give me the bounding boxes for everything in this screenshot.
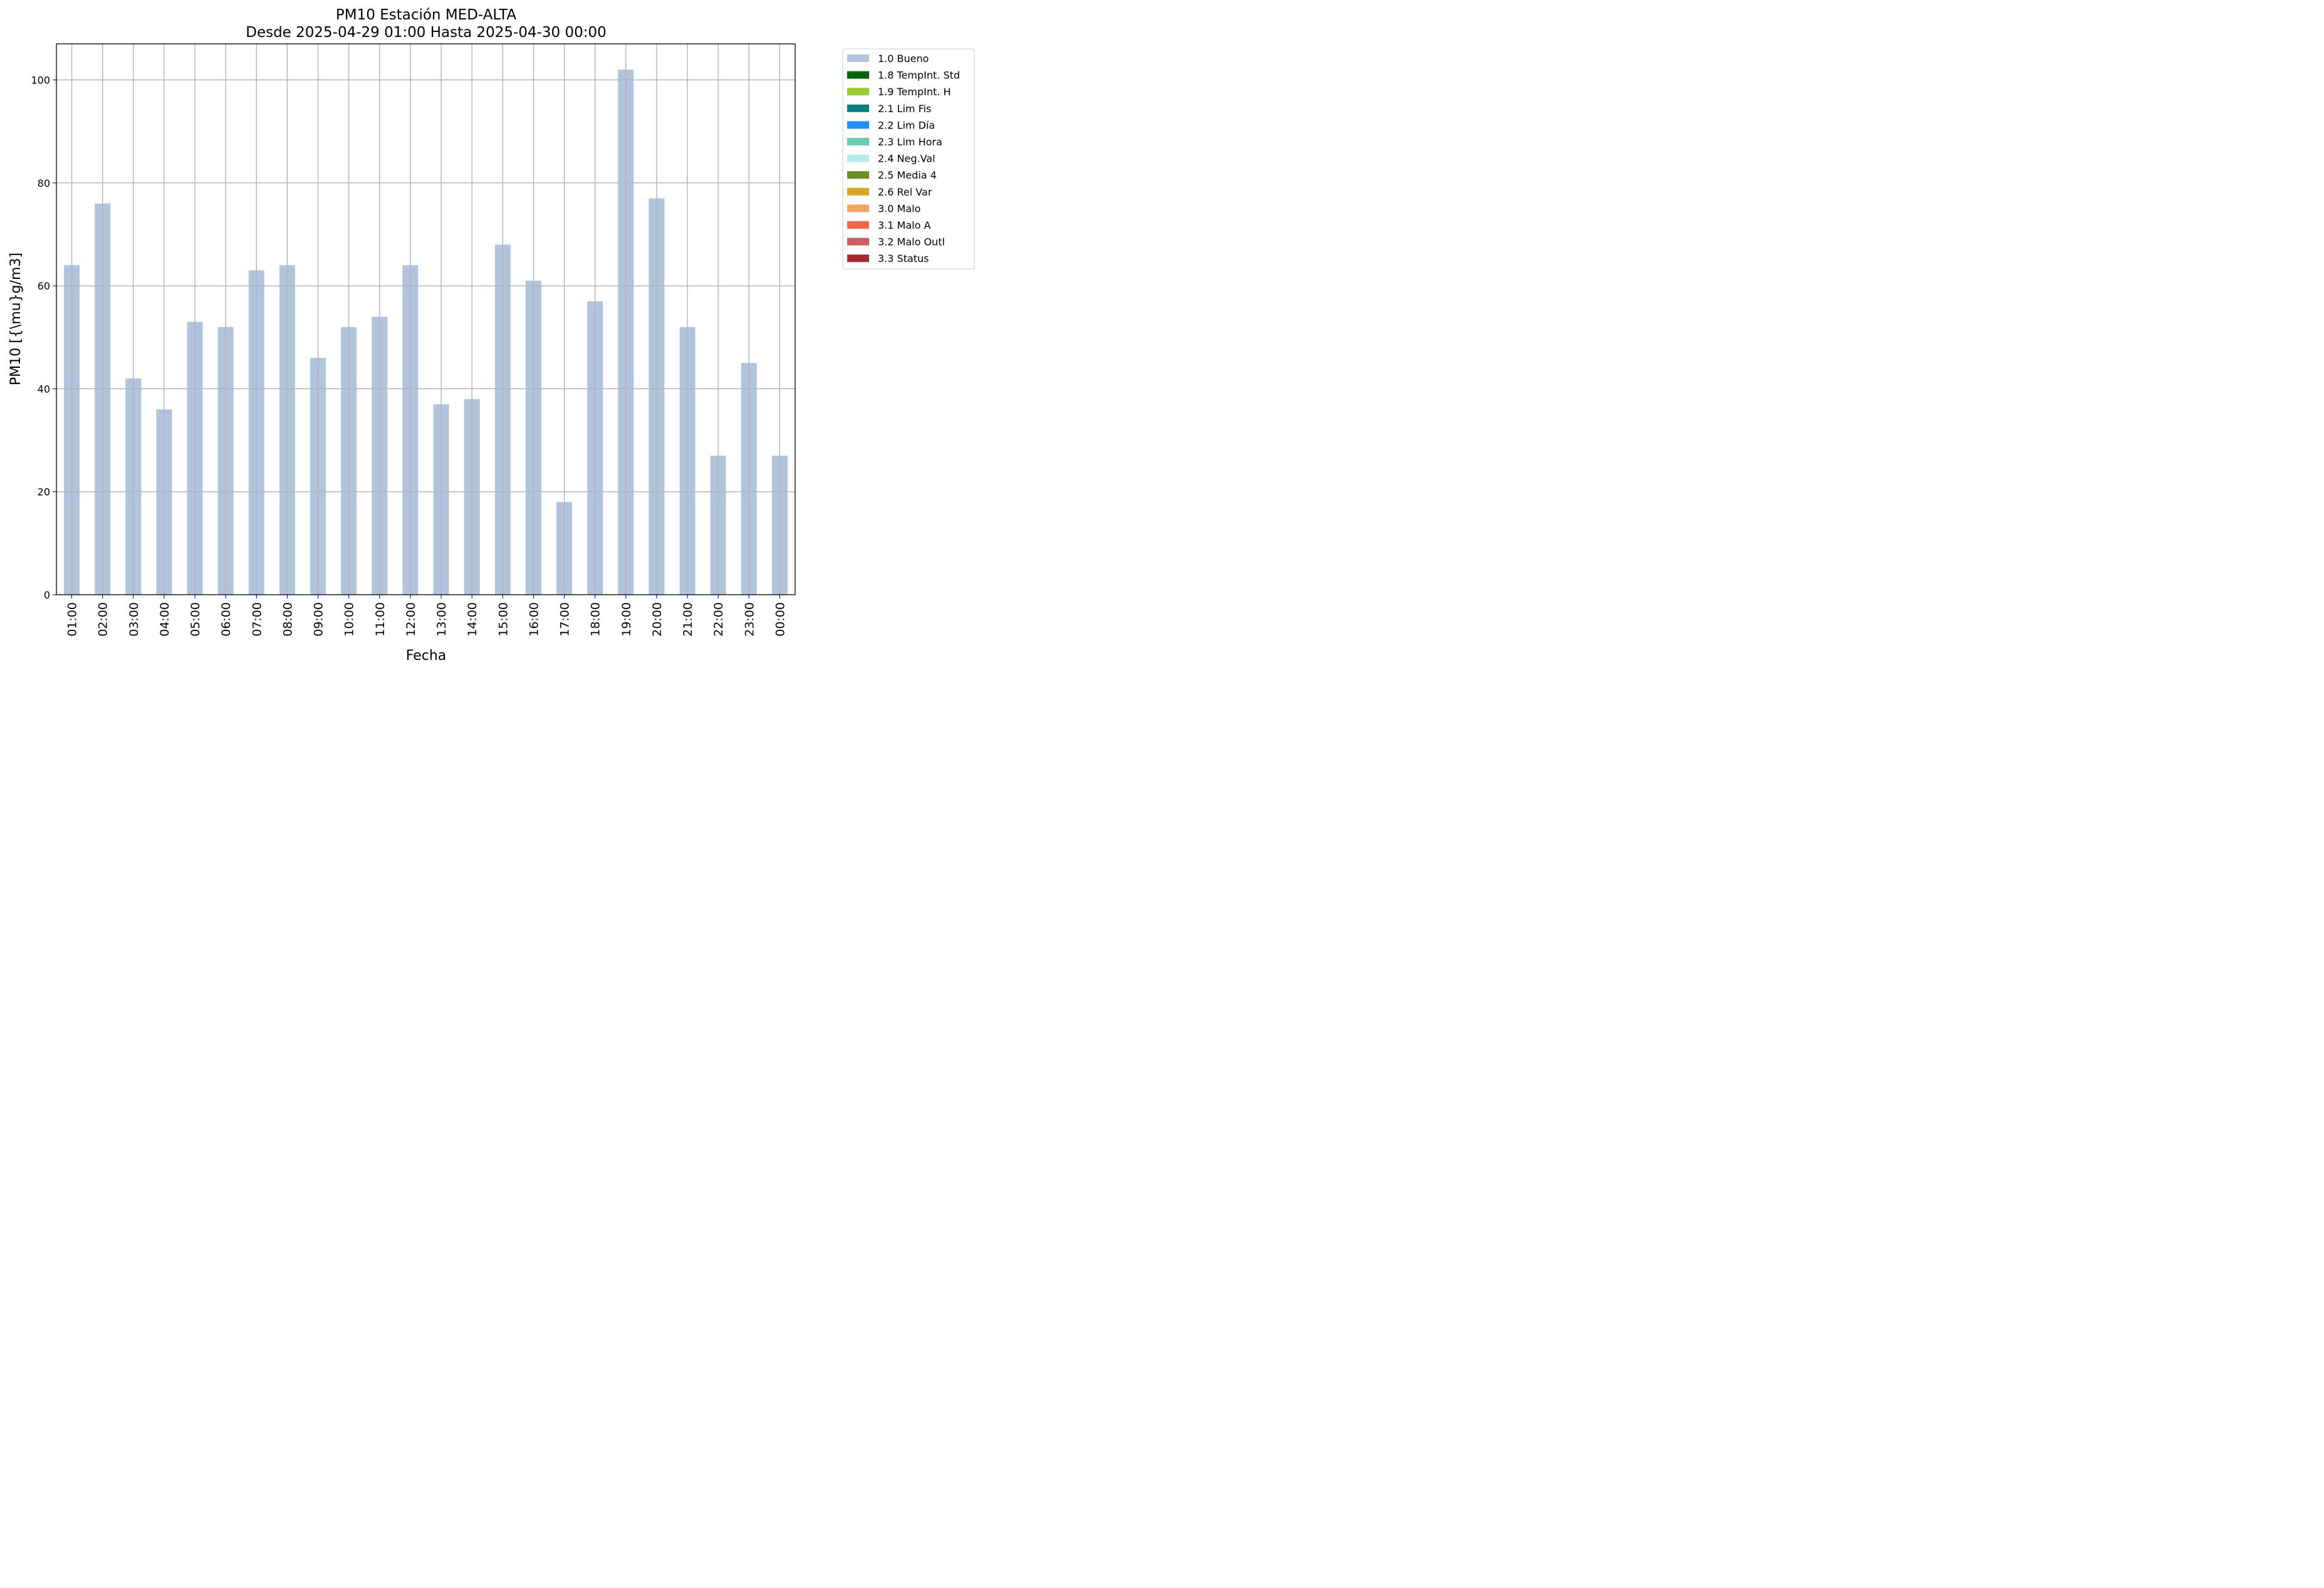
x-tick-label: 23:00	[743, 602, 756, 637]
y-tick-label: 0	[44, 589, 50, 601]
y-tick-label: 20	[38, 486, 50, 498]
legend-swatch	[847, 55, 869, 62]
legend-label: 1.8 TempInt. Std	[878, 70, 960, 81]
x-tick-label: 22:00	[712, 602, 726, 637]
x-tick-label: 00:00	[773, 602, 787, 637]
x-tick-label: 11:00	[373, 602, 387, 637]
legend-swatch	[847, 187, 869, 196]
x-axis-ticks: 01:00 02:00 03:00 04:00 05:00 06:00 07:00 08:00…	[66, 595, 787, 637]
y-tick-label: 80	[38, 177, 50, 189]
y-axis-ticks: 0 20 40 60 80 100	[31, 75, 56, 601]
y-tick-label: 60	[38, 280, 50, 292]
legend-label: 2.4 Neg.Val	[878, 153, 935, 165]
legend-swatch	[847, 254, 869, 263]
legend-swatch	[847, 221, 869, 229]
x-tick-label: 21:00	[681, 602, 695, 637]
x-tick-label: 18:00	[589, 602, 603, 637]
legend-swatch	[847, 88, 869, 96]
x-tick-label: 10:00	[343, 602, 357, 637]
legend-label: 3.1 Malo A	[878, 219, 930, 231]
y-tick-label: 100	[31, 75, 50, 86]
legend-label: 2.6 Rel Var	[878, 186, 932, 198]
legend: 1.0 Bueno 1.8 TempInt. Std 1.9 TempInt. H 2…	[842, 48, 975, 269]
y-tick-label: 40	[38, 383, 50, 395]
x-tick-label: 16:00	[527, 602, 541, 637]
legend-label: 1.0 Bueno	[878, 53, 929, 65]
plot-frame	[56, 43, 796, 595]
x-axis-label: Fecha	[406, 648, 447, 664]
chart-subtitle: Desde 2025-04-29 01:00 Hasta 2025-04-30 …	[246, 24, 607, 41]
legend-label: 2.2 Lim Día	[878, 119, 935, 131]
chart-title: PM10 Estación MED-ALTA	[336, 7, 516, 23]
bars	[56, 44, 795, 595]
x-tick-label: 14:00	[466, 602, 479, 637]
x-tick-label: 04:00	[158, 602, 172, 637]
x-tick-label: 19:00	[620, 602, 633, 637]
x-tick-label: 12:00	[404, 602, 418, 637]
x-tick-label: 17:00	[558, 602, 572, 637]
legend-swatch	[847, 238, 869, 246]
x-tick-label: 02:00	[96, 602, 110, 637]
legend-swatch	[847, 121, 869, 129]
legend-box	[842, 48, 975, 269]
x-tick-label: 13:00	[435, 602, 449, 637]
x-tick-label: 01:00	[66, 602, 80, 637]
legend-swatch	[847, 154, 869, 162]
x-tick-label: 06:00	[219, 602, 233, 637]
x-tick-label: 05:00	[189, 602, 202, 637]
legend-label: 2.1 Lim Fis	[878, 103, 931, 115]
x-tick-label: 08:00	[281, 602, 294, 637]
x-tick-label: 07:00	[250, 602, 264, 637]
x-tick-label: 15:00	[496, 602, 510, 637]
x-tick-label: 20:00	[650, 602, 664, 637]
pm10-bar-chart: PM10 Estación MED-ALTA Desde 2025-04-29 …	[8, 7, 975, 664]
x-tick-label: 03:00	[127, 602, 141, 637]
legend-swatch	[847, 71, 869, 79]
legend-swatch	[847, 104, 869, 112]
legend-label: 2.3 Lim Hora	[878, 136, 942, 148]
x-tick-label: 09:00	[312, 602, 326, 637]
legend-label: 3.0 Malo	[878, 202, 920, 214]
legend-swatch	[847, 204, 869, 212]
legend-label: 3.3 Status	[878, 253, 929, 264]
legend-label: 2.5 Media 4	[878, 169, 937, 181]
legend-label: 1.9 TempInt. H	[878, 86, 951, 98]
legend-swatch	[847, 171, 869, 179]
legend-label: 3.2 Malo Outl	[878, 236, 945, 248]
y-axis-label: PM10 [{\mu}g/m3]	[8, 253, 24, 385]
legend-swatch	[847, 138, 869, 145]
